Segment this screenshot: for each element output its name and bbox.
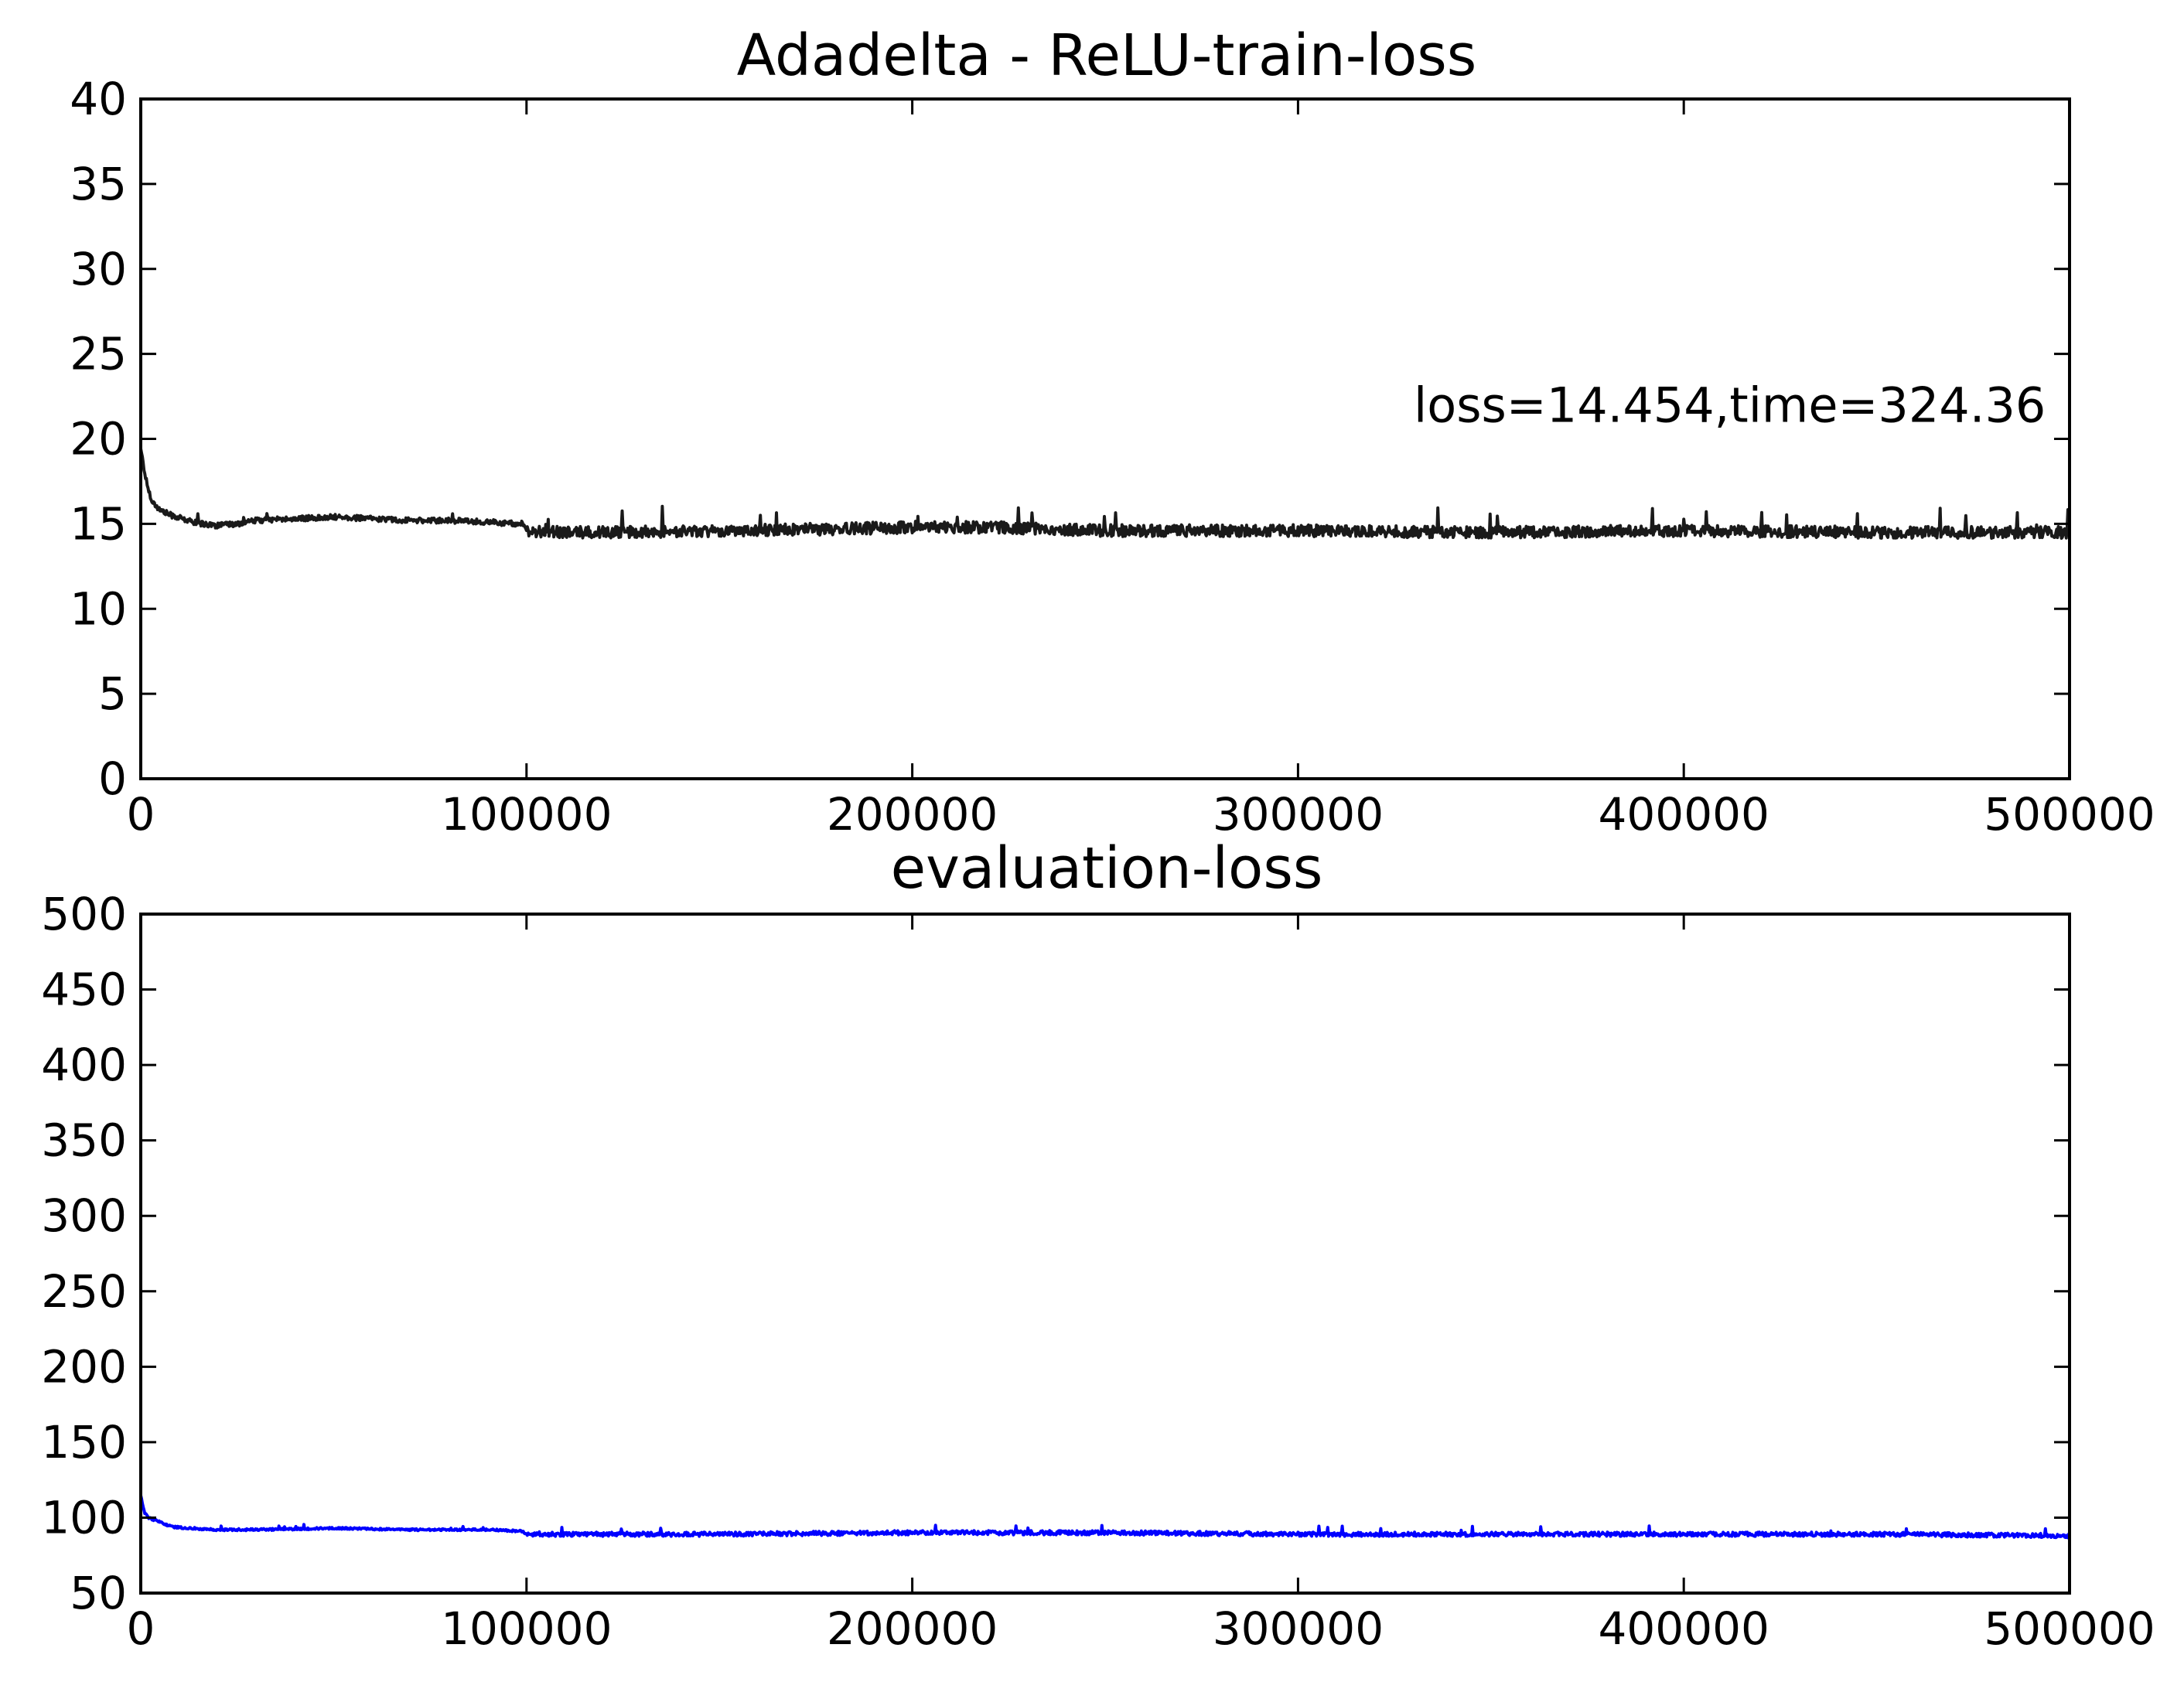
y-tick-label: 300 bbox=[41, 1189, 127, 1242]
y-tick-label: 35 bbox=[70, 158, 127, 210]
y-tick-label: 350 bbox=[41, 1114, 127, 1167]
ticks-layer: 0 100000 200000 300000 400000 500000 0 5 10 15 20 2… bbox=[70, 73, 2155, 841]
x-tick-label: 200000 bbox=[827, 1602, 998, 1655]
plot-frame bbox=[139, 913, 2071, 1595]
series-layer bbox=[139, 1495, 2071, 1540]
x-tick-label: 500000 bbox=[1984, 1602, 2155, 1655]
x-tick-label: 0 bbox=[127, 788, 155, 841]
y-tick-label: 15 bbox=[70, 497, 127, 550]
y-tick-label: 500 bbox=[41, 888, 127, 940]
y-tick-label: 40 bbox=[70, 73, 127, 125]
x-tick-label: 200000 bbox=[827, 788, 998, 841]
x-tick-label: 0 bbox=[127, 1602, 155, 1655]
x-tick-label: 300000 bbox=[1213, 1602, 1384, 1655]
series-layer bbox=[139, 448, 2071, 540]
y-tick-label: 150 bbox=[41, 1416, 127, 1469]
series-line bbox=[139, 1495, 2071, 1540]
y-tick-label: 50 bbox=[70, 1567, 127, 1619]
y-tick-label: 25 bbox=[70, 328, 127, 380]
series-line bbox=[139, 448, 2071, 540]
y-tick-label: 30 bbox=[70, 243, 127, 295]
chart-title: evaluation-loss bbox=[891, 835, 1323, 902]
x-tick-label: 100000 bbox=[441, 788, 612, 841]
chart-title: Adadelta - ReLU-train-loss bbox=[737, 22, 1477, 89]
train-loss-panel: Adadelta - ReLU-train-loss 0 100000 200000… bbox=[70, 22, 2155, 841]
loss-time-annotation: loss=14.454,time=324.36 bbox=[1414, 377, 2046, 434]
x-tick-label: 500000 bbox=[1984, 788, 2155, 841]
x-tick-label: 100000 bbox=[441, 1602, 612, 1655]
y-tick-label: 450 bbox=[41, 964, 127, 1016]
x-tick-label: 300000 bbox=[1213, 788, 1384, 841]
y-tick-label: 400 bbox=[41, 1039, 127, 1091]
y-tick-label: 0 bbox=[98, 752, 127, 805]
y-tick-label: 200 bbox=[41, 1340, 127, 1393]
ticks-layer: 0 100000 200000 300000 400000 500000 50 100 150 2… bbox=[41, 888, 2155, 1655]
y-tick-label: 20 bbox=[70, 413, 127, 466]
y-tick-label: 250 bbox=[41, 1265, 127, 1318]
plot-frame bbox=[139, 97, 2071, 780]
y-tick-label: 100 bbox=[41, 1491, 127, 1544]
y-tick-label: 10 bbox=[70, 582, 127, 635]
x-tick-label: 400000 bbox=[1598, 788, 1769, 841]
evaluation-loss-panel: evaluation-loss 0 100000 200000 300000 40000… bbox=[41, 835, 2155, 1655]
y-tick-label: 5 bbox=[98, 667, 127, 720]
x-tick-label: 400000 bbox=[1598, 1602, 1769, 1655]
